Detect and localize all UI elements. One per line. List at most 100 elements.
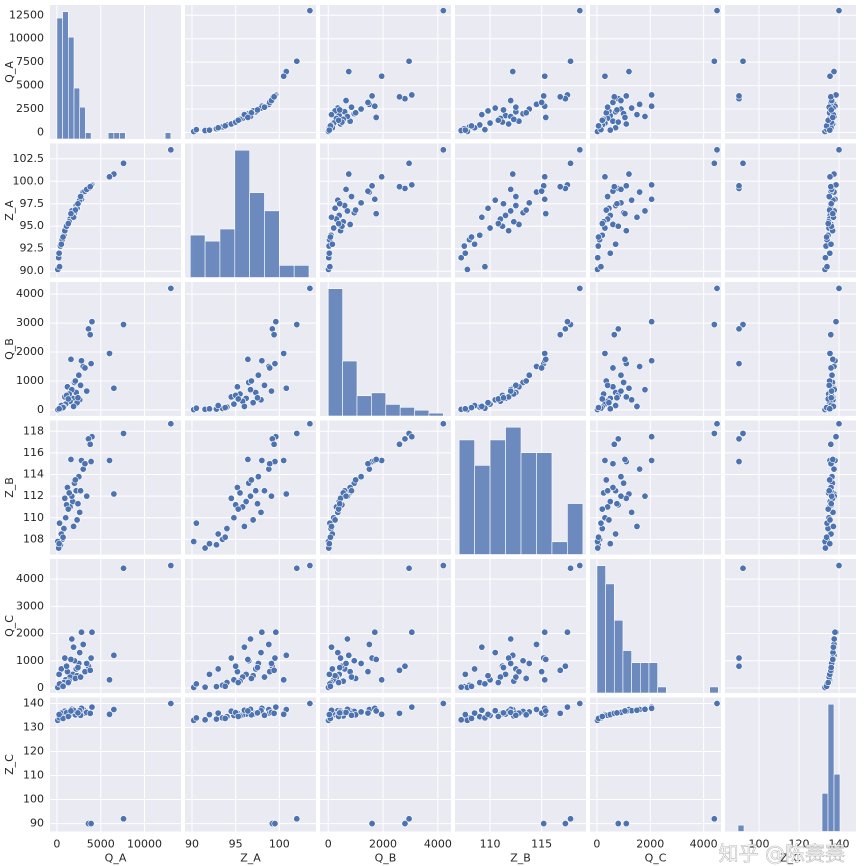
y-tick-label: 97.5	[20, 197, 45, 210]
scatter-point	[345, 68, 353, 76]
x-tick-label: 90	[185, 838, 199, 851]
scatter-point	[556, 183, 564, 191]
scatter-point	[87, 360, 95, 368]
scatter-point	[739, 429, 747, 437]
scatter-point	[326, 682, 334, 690]
scatter-point	[621, 113, 629, 121]
scatter-point	[713, 420, 721, 428]
histogram-bar	[505, 426, 522, 555]
scatter-point	[595, 233, 603, 241]
scatter-point	[240, 522, 248, 530]
y-axis-label: Q_B	[3, 338, 16, 360]
x-tick-label: 10000	[127, 838, 162, 851]
subplot	[320, 282, 451, 417]
scatter-point	[540, 92, 548, 100]
scatter-point	[232, 662, 240, 670]
scatter-point	[270, 709, 278, 717]
scatter-point	[541, 72, 549, 80]
scatter-point	[271, 654, 279, 662]
scatter-point	[253, 394, 261, 402]
scatter-point	[567, 815, 575, 823]
scatter-point	[499, 106, 507, 114]
subplot	[185, 559, 316, 693]
scatter-point	[233, 383, 241, 391]
scatter-point	[335, 220, 343, 228]
histogram-bar	[605, 583, 615, 694]
scatter-point	[120, 564, 128, 572]
scatter-point	[336, 106, 344, 114]
subplot	[50, 559, 181, 693]
x-axis-label: Q_B	[375, 852, 397, 865]
scatter-point	[502, 211, 510, 219]
scatter-point	[830, 465, 838, 473]
scatter-point	[67, 355, 75, 363]
scatter-point	[253, 106, 261, 114]
scatter-point	[598, 505, 606, 513]
scatter-point	[331, 516, 339, 524]
scatter-point	[739, 57, 747, 65]
scatter-point	[512, 202, 520, 210]
scatter-point	[468, 682, 476, 690]
histogram-bar	[189, 234, 206, 278]
scatter-point	[371, 628, 379, 636]
subplot	[455, 697, 586, 832]
scatter-point	[829, 455, 837, 463]
scatter-point	[372, 707, 380, 715]
y-tick-label: 90	[30, 817, 44, 830]
scatter-point	[610, 183, 618, 191]
scatter-point	[352, 109, 360, 117]
histogram-bar	[234, 149, 250, 278]
scatter-point	[494, 116, 502, 124]
scatter-point	[826, 173, 834, 181]
subplot-bg	[320, 697, 451, 832]
histogram-bar	[293, 265, 310, 278]
scatter-point	[821, 254, 829, 262]
scatter-point	[230, 514, 238, 522]
scatter-point	[105, 456, 113, 464]
scatter-point	[628, 396, 636, 404]
scatter-point	[735, 92, 743, 100]
scatter-point	[87, 458, 95, 466]
scatter-point	[192, 714, 200, 722]
scatter-point	[395, 183, 403, 191]
scatter-point	[372, 210, 380, 218]
scatter-point	[542, 355, 550, 363]
scatter-point	[604, 487, 612, 495]
scatter-point	[64, 395, 72, 403]
histogram-bar	[204, 240, 221, 278]
x-axis-label: Q_C	[645, 852, 667, 865]
scatter-point	[371, 102, 379, 110]
scatter-point	[598, 220, 606, 228]
scatter-point	[614, 820, 622, 828]
x-tick-label: 4000	[690, 838, 718, 851]
scatter-point	[270, 440, 278, 448]
scatter-point	[328, 240, 336, 248]
scatter-point	[478, 402, 486, 410]
subplot	[455, 559, 586, 693]
scatter-point	[368, 820, 376, 828]
scatter-point	[247, 377, 255, 385]
scatter-point	[491, 104, 499, 112]
scatter-point	[364, 668, 372, 676]
y-tick-label: 1000	[16, 654, 44, 667]
scatter-point	[221, 682, 229, 690]
scatter-point	[827, 394, 835, 402]
y-tick-label: 1000	[16, 374, 44, 387]
scatter-point	[328, 643, 336, 651]
scatter-point	[326, 263, 334, 271]
subplot-bg	[455, 697, 586, 832]
scatter-point	[598, 712, 606, 720]
scatter-point	[713, 146, 721, 154]
y-tick-label: 112	[23, 489, 44, 502]
subplot-bg	[185, 420, 316, 555]
scatter-point	[252, 487, 260, 495]
scatter-point	[67, 455, 75, 463]
scatter-point	[621, 355, 629, 363]
scatter-point	[74, 709, 82, 717]
scatter-point	[633, 111, 641, 119]
scatter-point	[824, 505, 832, 513]
y-tick-label: 92.5	[20, 242, 45, 255]
scatter-point	[538, 364, 546, 372]
scatter-point	[832, 318, 840, 326]
